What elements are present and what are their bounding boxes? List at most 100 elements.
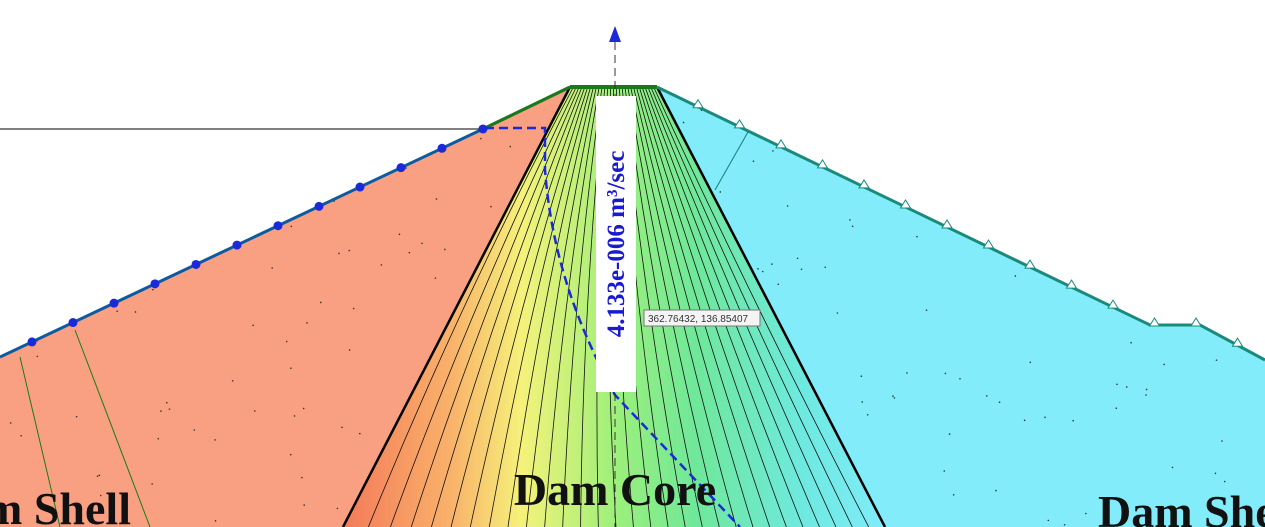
mesh-dot <box>116 310 118 313</box>
mesh-dot <box>3 516 6 519</box>
mesh-dot <box>160 410 162 412</box>
mesh-dot <box>998 401 1001 404</box>
mesh-dot <box>20 434 22 437</box>
seepage-face-marker <box>733 118 746 129</box>
contour-line <box>633 87 754 527</box>
mesh-dot <box>860 375 863 378</box>
mesh-dot <box>800 268 803 271</box>
mesh-dot <box>168 408 171 410</box>
seepage-face-marker <box>1190 317 1202 327</box>
mesh-dot <box>1171 466 1174 469</box>
mesh-dot <box>1163 363 1165 366</box>
mesh-dot <box>757 268 759 270</box>
mesh-dot <box>824 266 826 268</box>
mesh-dot <box>271 267 273 269</box>
mesh-dot <box>777 283 780 286</box>
mesh-dot <box>98 474 101 477</box>
mesh-dot <box>336 507 339 510</box>
mesh-dot <box>166 401 168 404</box>
mesh-dot <box>985 395 988 397</box>
head-marker <box>437 143 447 153</box>
seepage-face-marker <box>775 138 787 149</box>
head-marker <box>109 298 119 308</box>
mesh-dot <box>1029 361 1032 364</box>
seepage-face-marker <box>941 219 953 229</box>
mesh-dot <box>398 233 401 236</box>
contour-line <box>450 87 585 527</box>
mesh-dot <box>916 235 918 238</box>
mesh-dot <box>352 307 355 310</box>
mesh-dot <box>925 309 928 311</box>
mesh-dot <box>303 504 306 506</box>
mesh-dot <box>1214 472 1217 475</box>
head-marker <box>478 124 488 134</box>
seepage-face-marker <box>816 158 829 169</box>
contour-line <box>368 87 574 527</box>
mesh-dot <box>1145 388 1148 391</box>
contour-line <box>645 87 820 527</box>
mesh-dot <box>421 242 423 245</box>
mesh-dot <box>99 494 102 497</box>
mesh-dot <box>252 324 254 327</box>
seepage-face-marker <box>1148 317 1161 327</box>
mesh-dot <box>36 355 39 358</box>
mesh-dot <box>761 270 764 273</box>
head-marker <box>314 201 324 211</box>
mesh-dot <box>752 160 755 163</box>
contour-line <box>389 87 577 527</box>
mesh-dot <box>380 264 383 266</box>
mesh-dot <box>214 520 217 522</box>
mesh-dot <box>96 475 99 478</box>
mesh-dot <box>719 191 722 193</box>
mesh-dot <box>134 311 137 313</box>
mesh-dot <box>302 407 305 410</box>
seepage-face-marker <box>899 199 912 209</box>
mesh-dot <box>959 377 961 380</box>
mesh-dot <box>75 415 78 418</box>
mesh-dot <box>490 205 492 208</box>
region-label: Dam Core <box>514 464 716 515</box>
mesh-dot <box>306 322 308 324</box>
mesh-dot <box>193 429 196 431</box>
mesh-dot <box>836 312 839 314</box>
core-boundary <box>655 86 887 527</box>
seepage-face-marker <box>858 178 870 189</box>
region-label: Dam Shell <box>1098 486 1265 527</box>
shell-contours <box>714 131 749 191</box>
contours <box>368 87 870 527</box>
mesh-dot <box>1221 440 1223 442</box>
mesh-dot <box>214 439 216 441</box>
mesh-dot <box>319 301 322 304</box>
contour-line <box>627 87 720 527</box>
mesh-dot <box>1215 359 1218 361</box>
mesh-dot <box>943 470 946 472</box>
mesh-dot <box>435 198 438 200</box>
mesh-dot <box>1115 407 1118 410</box>
mesh-dot <box>861 401 864 403</box>
mesh-dot <box>289 453 292 456</box>
cursor-tooltip: 362.76432, 136.85407 <box>648 314 749 325</box>
contour-line <box>526 87 597 527</box>
mesh-dot <box>786 205 789 207</box>
mesh-dot <box>285 340 288 343</box>
head-marker <box>150 279 160 289</box>
left-shell-region <box>0 87 570 527</box>
mesh-dot <box>796 257 799 260</box>
head-marker <box>396 163 406 173</box>
contour-line <box>488 87 591 527</box>
mesh-dot <box>1072 419 1074 422</box>
mesh-dot <box>9 422 12 424</box>
contour-line <box>507 87 594 527</box>
mesh-dot <box>254 410 256 412</box>
contour-line <box>636 87 771 527</box>
contour-line <box>630 87 737 527</box>
mesh-dot <box>1044 416 1046 419</box>
contour-line <box>642 87 804 527</box>
mesh-dot <box>1014 275 1017 277</box>
flux-label: 4.133e-006 m³/sec <box>603 151 630 338</box>
mesh-dot <box>480 137 482 140</box>
mesh-dot <box>893 397 896 399</box>
mesh-dot <box>290 225 293 228</box>
contour-line <box>647 87 837 527</box>
